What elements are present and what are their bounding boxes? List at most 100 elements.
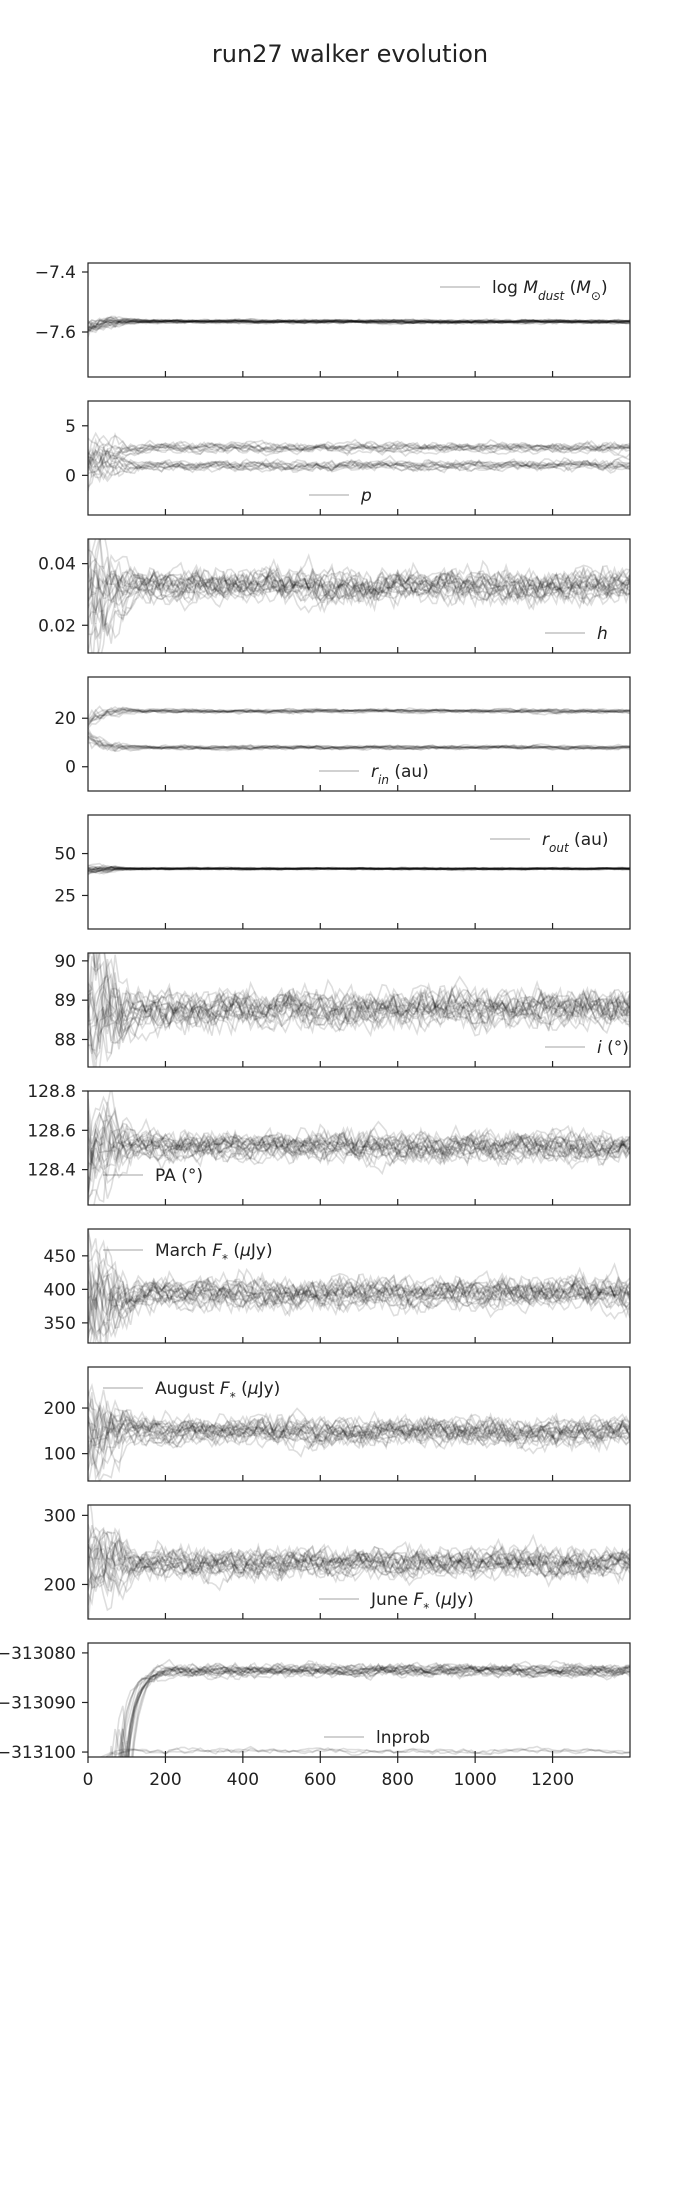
walker-line bbox=[88, 1398, 630, 1454]
y-tick-label: 128.8 bbox=[27, 1082, 76, 1102]
walker-line bbox=[88, 1116, 630, 1166]
walker-traces bbox=[88, 539, 630, 653]
y-tick-label: 100 bbox=[44, 1445, 76, 1465]
walker-line bbox=[88, 1122, 630, 1165]
walker-line bbox=[88, 866, 630, 872]
walker-line bbox=[88, 316, 630, 333]
walker-line bbox=[89, 1505, 630, 1580]
walker-line bbox=[88, 456, 630, 478]
walker-line bbox=[88, 1091, 630, 1172]
walker-line bbox=[88, 975, 630, 1034]
walker-line bbox=[88, 448, 630, 474]
walker-line bbox=[99, 1745, 630, 1757]
walker-line bbox=[88, 985, 630, 1061]
walker-traces bbox=[88, 315, 630, 338]
panel-frame bbox=[87, 814, 631, 930]
walker-line bbox=[88, 953, 630, 1032]
y-tick-label: 300 bbox=[44, 1506, 76, 1526]
panel-frame bbox=[87, 676, 631, 792]
walker-line bbox=[88, 983, 630, 1054]
walker-line bbox=[113, 1663, 630, 1757]
walker-line bbox=[88, 539, 630, 612]
walker-line bbox=[88, 1524, 630, 1592]
walker-line bbox=[88, 557, 630, 610]
walker-line bbox=[88, 866, 630, 875]
walker-line bbox=[92, 569, 630, 653]
walker-line bbox=[88, 564, 630, 636]
walker-line bbox=[88, 1534, 630, 1591]
walker-line bbox=[88, 441, 630, 474]
walker-line bbox=[124, 1662, 630, 1757]
walker-line bbox=[88, 1109, 630, 1183]
walker-line bbox=[88, 440, 630, 469]
legend-label: rout (au) bbox=[542, 830, 609, 855]
walker-line bbox=[126, 1662, 630, 1757]
walker-line bbox=[88, 986, 630, 1042]
legend-label: h bbox=[597, 624, 608, 644]
walker-line bbox=[88, 1389, 630, 1450]
y-tick-label: 25 bbox=[54, 886, 76, 906]
legend-label: June F* (μJy) bbox=[370, 1590, 474, 1615]
walker-traces bbox=[88, 953, 630, 1067]
walker-line bbox=[88, 318, 630, 330]
walker-traces bbox=[88, 1091, 630, 1205]
x-tick-label: 0 bbox=[83, 1770, 94, 1790]
walker-line bbox=[88, 865, 630, 871]
walker-line bbox=[120, 1661, 630, 1757]
walker-line bbox=[88, 1118, 630, 1174]
walker-line bbox=[88, 1266, 630, 1343]
panel-frame bbox=[87, 952, 631, 1068]
walker-line bbox=[88, 431, 630, 460]
walker-line bbox=[88, 866, 630, 873]
walker-line bbox=[88, 866, 630, 872]
walker-line bbox=[88, 866, 630, 872]
legend-label: PA (°) bbox=[155, 1166, 203, 1186]
walker-line bbox=[88, 953, 630, 1034]
walker-line bbox=[88, 439, 630, 464]
walker-line bbox=[88, 957, 630, 1054]
walker-line bbox=[88, 1410, 630, 1456]
legend-label: p bbox=[360, 486, 372, 506]
walker-line bbox=[88, 440, 630, 472]
walker-line bbox=[88, 1545, 630, 1606]
walker-line bbox=[88, 1409, 630, 1481]
walker-line bbox=[88, 317, 630, 333]
panel-frame bbox=[87, 400, 631, 516]
walker-line bbox=[88, 453, 630, 492]
walker-line bbox=[119, 1661, 630, 1757]
walker-line bbox=[88, 316, 630, 332]
walker-line bbox=[88, 741, 630, 751]
walker-line bbox=[88, 866, 630, 874]
walker-line bbox=[88, 1409, 630, 1458]
walker-line bbox=[88, 707, 630, 722]
y-tick-label: −313090 bbox=[0, 1693, 76, 1713]
walker-line bbox=[88, 431, 630, 464]
walker-line bbox=[88, 972, 630, 1044]
walker-line bbox=[88, 437, 630, 465]
y-tick-label: −313100 bbox=[0, 1743, 76, 1763]
walker-line bbox=[88, 563, 630, 607]
walker-line bbox=[88, 737, 630, 753]
y-tick-label: 89 bbox=[54, 991, 76, 1011]
walker-line bbox=[88, 1123, 630, 1170]
walker-line bbox=[88, 548, 630, 611]
walker-line bbox=[88, 1245, 630, 1316]
walker-line bbox=[88, 707, 630, 721]
walker-line bbox=[88, 434, 630, 467]
panel: 20 0 rin (au) bbox=[54, 676, 631, 792]
walker-line bbox=[88, 1538, 630, 1589]
walker-line bbox=[88, 1527, 630, 1619]
walker-line bbox=[88, 1404, 630, 1481]
y-tick-label: 450 bbox=[44, 1247, 76, 1267]
walker-line bbox=[88, 1531, 630, 1580]
walker-line bbox=[88, 863, 630, 871]
walker-line bbox=[88, 735, 630, 751]
walker-line bbox=[88, 1546, 630, 1592]
walker-line bbox=[88, 989, 630, 1052]
walker-line bbox=[104, 1746, 630, 1757]
walker-line bbox=[88, 317, 630, 328]
walker-line bbox=[88, 866, 630, 873]
walker-line bbox=[88, 1411, 630, 1451]
walker-line bbox=[88, 990, 630, 1063]
